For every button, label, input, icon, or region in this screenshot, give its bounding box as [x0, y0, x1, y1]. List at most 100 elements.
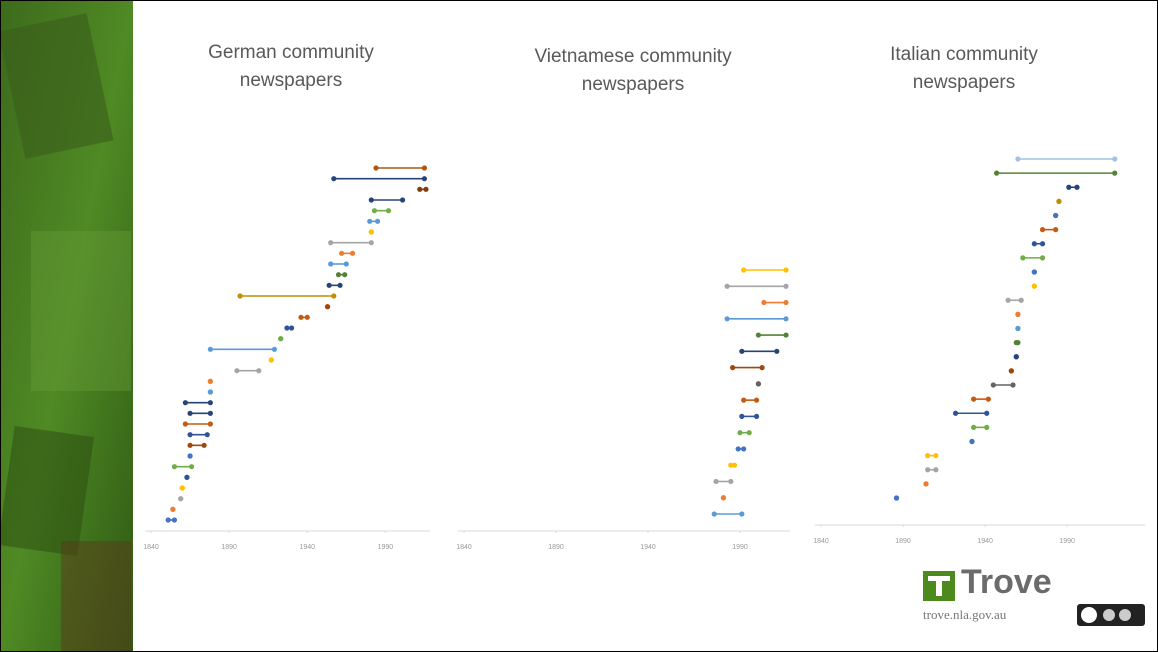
- x-tick-label: 1940: [299, 544, 315, 551]
- end-dot: [337, 282, 343, 288]
- start-dot: [335, 272, 342, 278]
- end-dot: [207, 378, 213, 384]
- end-dot: [207, 400, 213, 406]
- end-dot: [783, 332, 789, 338]
- end-dot: [1015, 311, 1021, 317]
- start-dot: [724, 283, 730, 289]
- end-dot: [423, 186, 429, 192]
- start-dot: [1020, 255, 1026, 261]
- end-dot: [969, 438, 975, 445]
- start-dot: [739, 413, 745, 419]
- x-tick-label: 1890: [895, 538, 911, 545]
- end-dot: [421, 165, 428, 171]
- start-dot: [1031, 241, 1037, 247]
- start-dot: [741, 397, 747, 403]
- start-dot: [187, 432, 193, 438]
- start-dot: [339, 250, 345, 256]
- end-dot: [343, 261, 349, 267]
- start-dot: [971, 424, 977, 430]
- end-dot: [1056, 198, 1062, 204]
- end-dot: [741, 446, 747, 452]
- cc-badge: [1077, 604, 1145, 626]
- end-dot: [923, 481, 929, 487]
- start-dot: [1066, 184, 1072, 190]
- start-dot: [207, 346, 213, 352]
- end-dot: [1015, 340, 1021, 346]
- end-dot: [368, 229, 374, 235]
- start-dot: [1039, 227, 1046, 233]
- end-dot: [374, 218, 381, 224]
- start-dot: [925, 467, 931, 473]
- start-dot: [735, 446, 741, 452]
- end-dot: [201, 442, 207, 448]
- logo-text: Trove: [961, 563, 1052, 601]
- start-dot: [171, 464, 178, 470]
- end-dot: [1039, 255, 1046, 261]
- chart-title: Vietnamese community newspapers: [534, 46, 732, 95]
- x-tick-label: 1990: [1059, 538, 1075, 545]
- end-dot: [984, 410, 990, 416]
- start-dot: [165, 517, 171, 523]
- end-dot: [1053, 227, 1059, 233]
- end-dot: [893, 495, 900, 501]
- start-dot: [1015, 156, 1021, 162]
- x-tick-label: 1940: [977, 538, 993, 545]
- end-dot: [187, 453, 193, 459]
- end-dot: [189, 464, 195, 470]
- end-dot: [739, 511, 745, 517]
- logo-url: trove.nla.gov.au: [923, 607, 1007, 622]
- start-dot: [728, 462, 734, 468]
- start-dot: [371, 208, 378, 214]
- end-dot: [207, 389, 213, 395]
- chart-title: Italian community newspapers: [890, 44, 1038, 93]
- start-dot: [328, 240, 334, 246]
- end-dot: [178, 496, 184, 502]
- end-dot: [1112, 156, 1118, 162]
- start-dot: [331, 176, 337, 182]
- end-dot: [984, 424, 990, 430]
- start-dot: [417, 186, 423, 192]
- start-dot: [761, 299, 767, 306]
- x-tick-label: 1940: [640, 544, 656, 551]
- end-dot: [933, 467, 939, 473]
- end-dot: [753, 413, 760, 419]
- end-dot: [774, 348, 780, 354]
- end-dot: [728, 478, 734, 485]
- end-dot: [184, 474, 190, 480]
- end-dot: [271, 346, 278, 352]
- end-dot: [783, 299, 789, 306]
- start-dot: [724, 316, 730, 322]
- end-dot: [289, 325, 295, 331]
- start-dot: [739, 348, 745, 354]
- end-dot: [1008, 368, 1014, 374]
- end-dot: [783, 283, 789, 289]
- end-dot: [755, 381, 762, 387]
- end-dot: [204, 432, 210, 438]
- start-dot: [368, 197, 374, 203]
- x-tick-label: 1840: [143, 544, 159, 551]
- x-tick-label: 1890: [548, 544, 564, 551]
- end-dot: [207, 421, 213, 427]
- end-dot: [1112, 170, 1118, 176]
- start-dot: [182, 400, 188, 406]
- end-dot: [1031, 283, 1037, 289]
- logo-mark: [923, 571, 955, 601]
- end-dot: [1013, 354, 1019, 360]
- end-dot: [179, 485, 185, 491]
- end-dot: [753, 397, 760, 403]
- start-dot: [990, 382, 996, 388]
- end-dot: [385, 208, 392, 214]
- start-dot: [187, 410, 193, 416]
- end-dot: [268, 357, 274, 363]
- end-dot: [171, 517, 178, 523]
- end-dot: [746, 430, 752, 436]
- start-dot: [925, 453, 931, 459]
- start-dot: [187, 442, 193, 448]
- end-dot: [349, 250, 356, 256]
- start-dot: [284, 325, 290, 331]
- x-tick-label: 1990: [732, 544, 748, 551]
- end-dot: [342, 272, 348, 278]
- start-dot: [711, 511, 717, 517]
- start-dot: [367, 218, 373, 224]
